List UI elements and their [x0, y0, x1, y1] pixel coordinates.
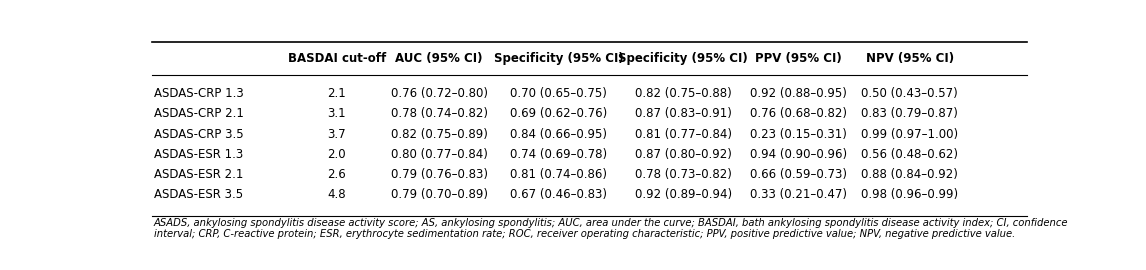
- Text: 0.78 (0.73–0.82): 0.78 (0.73–0.82): [635, 168, 731, 181]
- Text: interval; CRP, C-reactive protein; ESR, erythrocyte sedimentation rate; ROC, rec: interval; CRP, C-reactive protein; ESR, …: [154, 229, 1015, 239]
- Text: 0.87 (0.80–0.92): 0.87 (0.80–0.92): [635, 148, 731, 161]
- Text: 0.76 (0.72–0.80): 0.76 (0.72–0.80): [391, 87, 487, 100]
- Text: ASDAS-ESR 2.1: ASDAS-ESR 2.1: [154, 168, 243, 181]
- Text: 0.80 (0.77–0.84): 0.80 (0.77–0.84): [391, 148, 487, 161]
- Text: ASDAS-CRP 2.1: ASDAS-CRP 2.1: [154, 107, 244, 120]
- Text: 0.81 (0.74–0.86): 0.81 (0.74–0.86): [510, 168, 607, 181]
- Text: 0.67 (0.46–0.83): 0.67 (0.46–0.83): [510, 188, 607, 201]
- Text: Specificity (95% CI): Specificity (95% CI): [619, 52, 748, 65]
- Text: 0.82 (0.75–0.88): 0.82 (0.75–0.88): [635, 87, 731, 100]
- Text: 0.23 (0.15–0.31): 0.23 (0.15–0.31): [751, 127, 847, 141]
- Text: 0.70 (0.65–0.75): 0.70 (0.65–0.75): [510, 87, 607, 100]
- Text: ASDAS-CRP 1.3: ASDAS-CRP 1.3: [154, 87, 244, 100]
- Text: 0.74 (0.69–0.78): 0.74 (0.69–0.78): [510, 148, 607, 161]
- Text: PPV (95% CI): PPV (95% CI): [755, 52, 842, 65]
- Text: 0.33 (0.21–0.47): 0.33 (0.21–0.47): [751, 188, 847, 201]
- Text: 0.88 (0.84–0.92): 0.88 (0.84–0.92): [862, 168, 958, 181]
- Text: 0.69 (0.62–0.76): 0.69 (0.62–0.76): [510, 107, 607, 120]
- Text: NPV (95% CI): NPV (95% CI): [865, 52, 953, 65]
- Text: 0.84 (0.66–0.95): 0.84 (0.66–0.95): [510, 127, 607, 141]
- Text: ASDAS-ESR 3.5: ASDAS-ESR 3.5: [154, 188, 243, 201]
- Text: ASADS, ankylosing spondylitis disease activity score; AS, ankylosing spondylitis: ASADS, ankylosing spondylitis disease ac…: [154, 218, 1068, 228]
- Text: 2.6: 2.6: [328, 168, 346, 181]
- Text: 3.7: 3.7: [328, 127, 346, 141]
- Text: 3.1: 3.1: [328, 107, 346, 120]
- Text: 2.1: 2.1: [328, 87, 346, 100]
- Text: ASDAS-CRP 3.5: ASDAS-CRP 3.5: [154, 127, 244, 141]
- Text: BASDAI cut-off: BASDAI cut-off: [288, 52, 386, 65]
- Text: 2.0: 2.0: [328, 148, 346, 161]
- Text: 0.92 (0.88–0.95): 0.92 (0.88–0.95): [751, 87, 847, 100]
- Text: AUC (95% CI): AUC (95% CI): [395, 52, 482, 65]
- Text: 0.83 (0.79–0.87): 0.83 (0.79–0.87): [862, 107, 958, 120]
- Text: 0.66 (0.59–0.73): 0.66 (0.59–0.73): [751, 168, 847, 181]
- Text: ASDAS-ESR 1.3: ASDAS-ESR 1.3: [154, 148, 243, 161]
- Text: 0.87 (0.83–0.91): 0.87 (0.83–0.91): [635, 107, 731, 120]
- Text: Specificity (95% CI): Specificity (95% CI): [494, 52, 623, 65]
- Text: 0.82 (0.75–0.89): 0.82 (0.75–0.89): [391, 127, 487, 141]
- Text: 0.94 (0.90–0.96): 0.94 (0.90–0.96): [751, 148, 847, 161]
- Text: 0.78 (0.74–0.82): 0.78 (0.74–0.82): [391, 107, 487, 120]
- Text: 0.81 (0.77–0.84): 0.81 (0.77–0.84): [635, 127, 732, 141]
- Text: 0.99 (0.97–1.00): 0.99 (0.97–1.00): [861, 127, 958, 141]
- Text: 0.92 (0.89–0.94): 0.92 (0.89–0.94): [635, 188, 732, 201]
- Text: 0.56 (0.48–0.62): 0.56 (0.48–0.62): [862, 148, 958, 161]
- Text: 4.8: 4.8: [328, 188, 346, 201]
- Text: 0.79 (0.70–0.89): 0.79 (0.70–0.89): [391, 188, 487, 201]
- Text: 0.79 (0.76–0.83): 0.79 (0.76–0.83): [391, 168, 487, 181]
- Text: 0.50 (0.43–0.57): 0.50 (0.43–0.57): [862, 87, 958, 100]
- Text: 0.98 (0.96–0.99): 0.98 (0.96–0.99): [861, 188, 958, 201]
- Text: 0.76 (0.68–0.82): 0.76 (0.68–0.82): [751, 107, 847, 120]
